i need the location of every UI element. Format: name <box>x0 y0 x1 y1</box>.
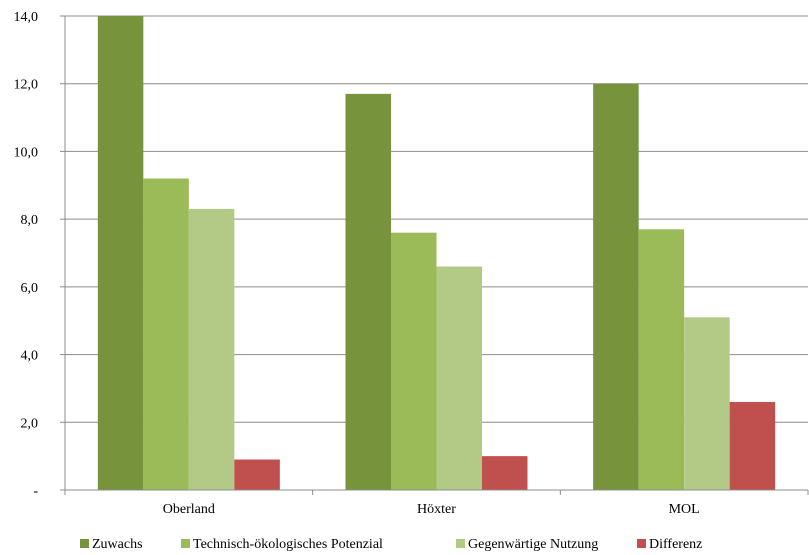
y-tick-label: 2,0 <box>21 416 39 431</box>
legend-swatch <box>80 539 89 548</box>
y-tick-label: 12,0 <box>14 78 39 93</box>
x-category-label: Oberland <box>163 502 215 517</box>
y-tick-labels: - 2,0 4,0 6,0 8,0 10,0 12,0 14,0 <box>14 10 39 499</box>
bar-mol-series-2 <box>638 229 685 491</box>
legend-label: Technisch-ökologisches Potenzial <box>193 537 383 552</box>
y-tick-label: 4,0 <box>21 349 39 364</box>
x-category-label: Höxter <box>417 502 456 517</box>
x-category-label: MOL <box>669 502 700 517</box>
bar-mol-series-4 <box>729 401 776 490</box>
x-category-labels: Oberland Höxter MOL <box>163 502 700 517</box>
y-tick-label: 10,0 <box>14 145 39 160</box>
legend-swatch <box>456 539 465 548</box>
bar-mol-series-3 <box>684 317 730 490</box>
bar-höxter-series-3 <box>436 266 482 490</box>
bar-höxter-series-2 <box>391 232 437 490</box>
bar-oberland-series-2 <box>143 178 189 490</box>
axes <box>60 15 809 495</box>
y-tick-label: 14,0 <box>14 10 39 25</box>
bar-höxter-series-4 <box>482 456 528 490</box>
bar-oberland-series-1 <box>97 16 144 490</box>
bars <box>97 16 776 491</box>
legend-label: Zuwachs <box>92 537 143 552</box>
bar-mol-series-1 <box>593 83 639 490</box>
legend-label: Gegenwärtige Nutzung <box>468 537 598 552</box>
bar-höxter-series-1 <box>345 93 391 490</box>
y-tick-label: 8,0 <box>21 213 39 228</box>
legend-label: Differenz <box>649 537 702 552</box>
bar-oberland-series-3 <box>188 208 235 490</box>
legend: Zuwachs Technisch-ökologisches Potenzial G… <box>80 537 702 552</box>
bar-oberland-series-4 <box>234 459 280 490</box>
legend-swatch <box>181 539 190 548</box>
y-tick-label: - <box>33 484 38 499</box>
legend-swatch <box>637 539 646 548</box>
y-tick-label: 6,0 <box>21 281 39 296</box>
